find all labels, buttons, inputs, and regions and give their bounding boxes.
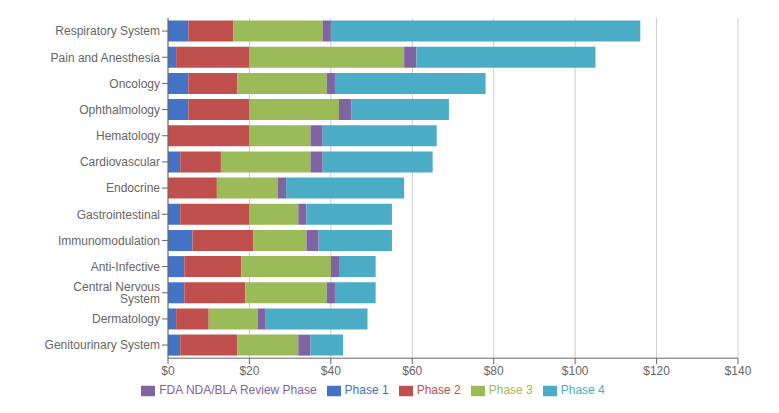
html-text:Phase 3: Phase 3 — [488, 383, 533, 398]
svg-text:Hematology: Hematology — [96, 129, 160, 143]
svg-text:Pain and Anesthesia: Pain and Anesthesia — [51, 51, 161, 65]
svg-text:Gastrointestinal: Gastrointestinal — [77, 208, 160, 222]
svg-text:$120: $120 — [643, 364, 670, 378]
html-text:FDA NDA/BLA Review Phase: FDA NDA/BLA Review Phase — [159, 383, 317, 398]
svg-text:Immunomodulation: Immunomodulation — [58, 234, 160, 248]
svg-text:Ophthalmology: Ophthalmology — [79, 103, 160, 117]
svg-text:Dermatology: Dermatology — [92, 312, 160, 326]
svg-text:Respiratory System: Respiratory System — [55, 24, 160, 38]
svg-text:$40: $40 — [321, 364, 341, 378]
svg-text:Endocrine: Endocrine — [106, 181, 160, 195]
svg-text:Anti-Infective: Anti-Infective — [91, 260, 161, 274]
svg-text:$20: $20 — [239, 364, 259, 378]
svg-text:Genitourinary System: Genitourinary System — [45, 338, 160, 352]
svg-text:$60: $60 — [402, 364, 422, 378]
svg-text:Central NervousSystem: Central NervousSystem — [73, 280, 160, 306]
svg-text:$140: $140 — [725, 364, 752, 378]
svg-text:Cardiovascular: Cardiovascular — [80, 155, 160, 169]
svg-text:$100: $100 — [562, 364, 589, 378]
html-text:Phase 4: Phase 4 — [560, 383, 605, 398]
svg-text:$0: $0 — [161, 364, 175, 378]
svg-text:Oncology: Oncology — [109, 77, 160, 91]
svg-text:$80: $80 — [484, 364, 504, 378]
html-text:Phase 2: Phase 2 — [416, 383, 461, 398]
html-text:Phase 1: Phase 1 — [344, 383, 389, 398]
